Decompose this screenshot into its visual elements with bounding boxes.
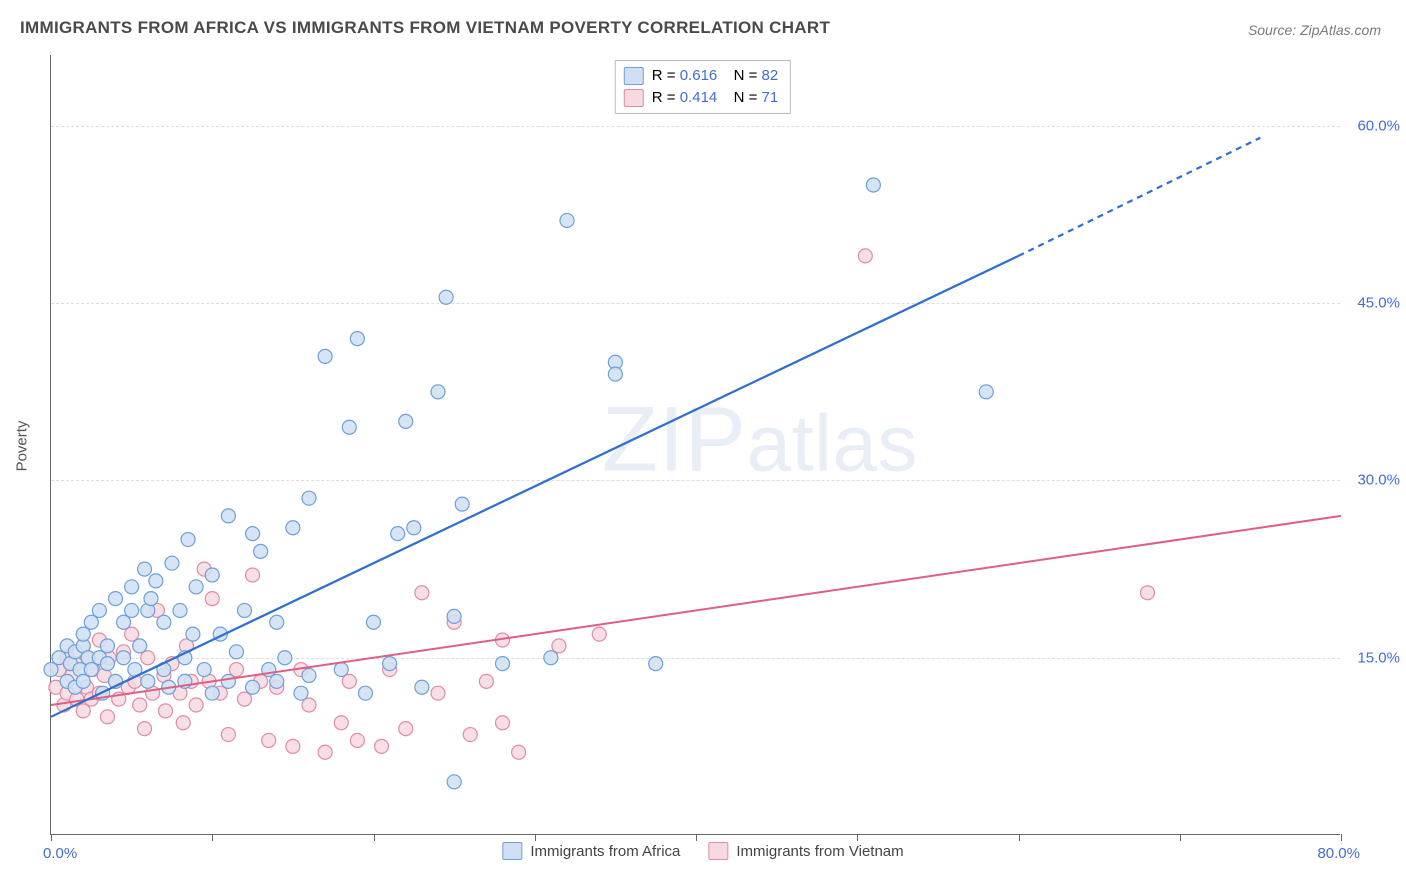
swatch-vietnam-icon <box>708 842 728 860</box>
x-axis-max-label: 80.0% <box>1317 845 1360 862</box>
x-tick <box>374 834 375 841</box>
y-tick-label: 45.0% <box>1345 295 1400 312</box>
legend-item-africa: Immigrants from Africa <box>502 842 680 860</box>
y-axis-label: Poverty <box>14 421 31 472</box>
swatch-vietnam-icon <box>624 89 644 107</box>
correlation-legend: R = 0.616 N = 82 R = 0.414 N = 71 <box>615 60 791 114</box>
plot-area: ZIPatlas 15.0%30.0%45.0%60.0% 0.0% 80.0% <box>50 55 1340 835</box>
swatch-africa-icon <box>624 67 644 85</box>
y-tick-label: 30.0% <box>1345 472 1400 489</box>
x-tick <box>1341 834 1342 841</box>
y-tick-label: 60.0% <box>1345 117 1400 134</box>
legend-row-africa: R = 0.616 N = 82 <box>624 65 778 87</box>
x-tick <box>696 834 697 841</box>
series-legend: Immigrants from Africa Immigrants from V… <box>502 842 903 860</box>
chart-title: IMMIGRANTS FROM AFRICA VS IMMIGRANTS FRO… <box>20 18 830 38</box>
legend-item-vietnam: Immigrants from Vietnam <box>708 842 903 860</box>
source-credit: Source: ZipAtlas.com <box>1248 22 1381 38</box>
scatter-chart-svg <box>51 55 1341 835</box>
x-axis-min-label: 0.0% <box>43 845 77 862</box>
x-tick <box>1180 834 1181 841</box>
x-tick <box>212 834 213 841</box>
x-tick <box>51 834 52 841</box>
x-tick <box>1019 834 1020 841</box>
swatch-africa-icon <box>502 842 522 860</box>
x-tick <box>535 834 536 841</box>
x-tick <box>857 834 858 841</box>
legend-row-vietnam: R = 0.414 N = 71 <box>624 87 778 109</box>
y-tick-label: 15.0% <box>1345 649 1400 666</box>
